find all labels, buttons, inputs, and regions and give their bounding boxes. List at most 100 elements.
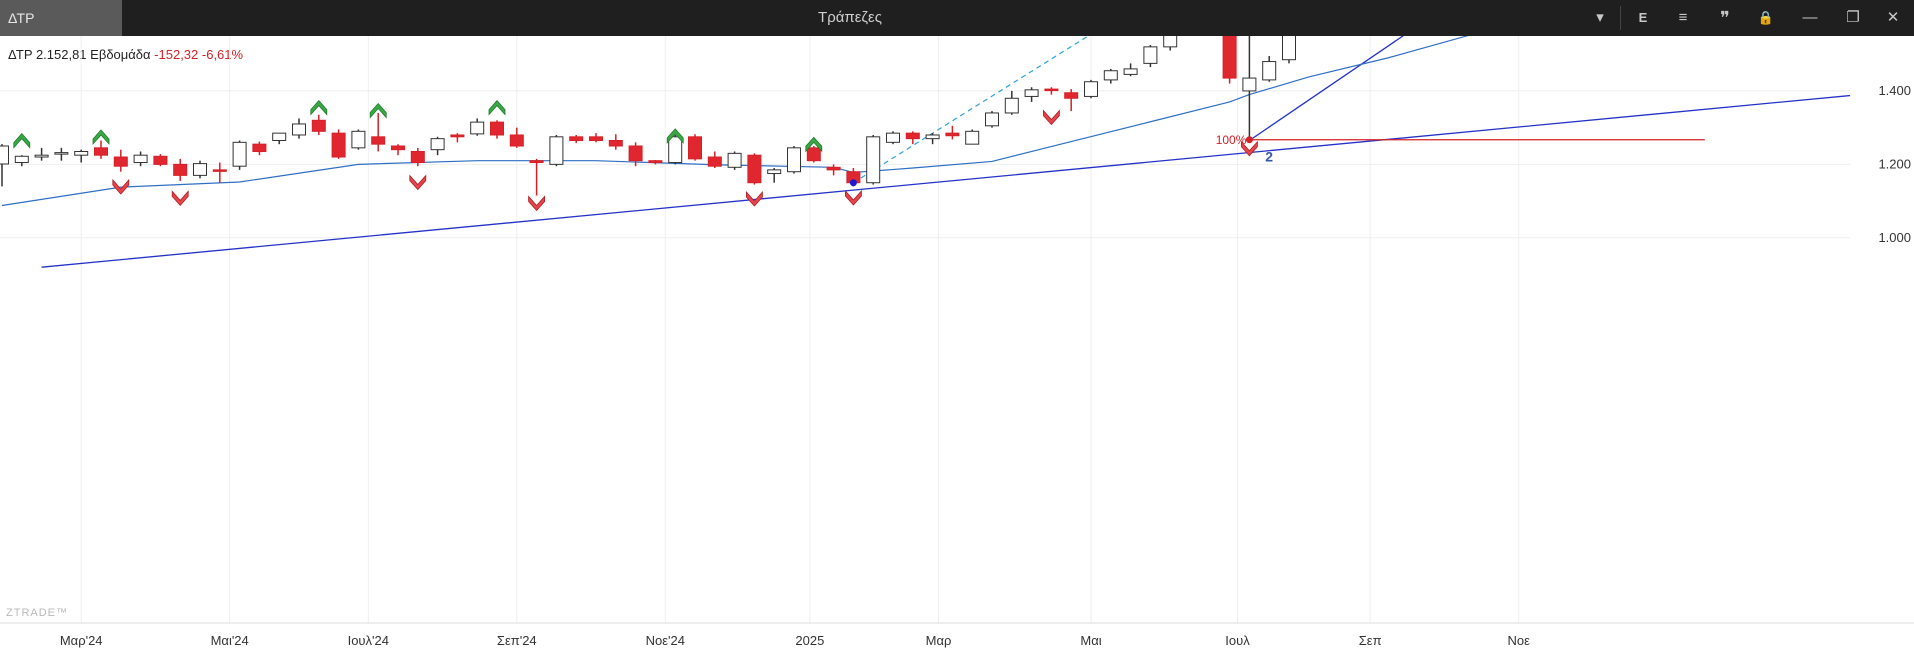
- candle-body: [272, 132, 287, 141]
- candle: [34, 147, 49, 161]
- candle: [54, 147, 69, 161]
- candle-body: [509, 134, 524, 147]
- candle-body: [1123, 68, 1138, 75]
- x-tick-label: Σεπ: [1359, 633, 1382, 648]
- candle: [252, 141, 267, 156]
- quote-icon[interactable]: ❞: [1720, 8, 1730, 28]
- candle-body: [747, 154, 762, 184]
- candle: [311, 114, 326, 135]
- candle-body: [985, 112, 999, 127]
- dropdown-icon[interactable]: ▾: [1596, 9, 1604, 26]
- candle: [74, 149, 89, 163]
- candle: [648, 159, 663, 165]
- candle-body: [252, 143, 267, 153]
- candle-body: [74, 151, 89, 156]
- down-chevron-icon: [528, 195, 545, 212]
- candle: [608, 134, 623, 150]
- down-chevron-icon: [845, 189, 862, 206]
- candle: [866, 134, 881, 185]
- candle-body: [94, 147, 108, 156]
- candle: [925, 133, 940, 145]
- e-button[interactable]: E: [1638, 10, 1648, 25]
- candle-body: [292, 123, 306, 136]
- candle: [945, 125, 960, 140]
- list-menu-icon[interactable]: ≡: [1678, 9, 1688, 26]
- up-chevron-icon: [488, 100, 506, 116]
- candle: [351, 129, 366, 150]
- dashed-projection: [853, 36, 1090, 184]
- candle: [529, 158, 544, 196]
- candle-body: [470, 121, 485, 135]
- candle-body: [1103, 70, 1118, 81]
- x-tick-label: Ιουλ: [1225, 633, 1250, 648]
- candle-body: [965, 130, 980, 145]
- candle-body: [212, 169, 227, 172]
- candle: [589, 133, 603, 143]
- candle: [787, 146, 801, 174]
- x-tick-label: Νοε'24: [646, 633, 685, 648]
- toolbar-divider: [1620, 6, 1621, 30]
- candle: [410, 147, 425, 167]
- candle-body: [1143, 46, 1158, 64]
- price-chart[interactable]: 1.0001.2001.4001.6001.8002.0002.200Μαρ'2…: [0, 36, 1914, 653]
- signal-up-marker: [805, 136, 823, 153]
- candle-body: [608, 139, 623, 147]
- candle: [430, 136, 445, 156]
- candle: [1044, 87, 1059, 95]
- candle-body: [1064, 92, 1079, 99]
- up-chevron-icon: [666, 128, 684, 144]
- candle: [153, 154, 168, 167]
- candle-body: [193, 163, 207, 176]
- up-chevron-icon: [13, 133, 31, 149]
- candle: [391, 144, 405, 156]
- signal-down-marker: [409, 174, 427, 191]
- symbol-tab[interactable]: ΔΤΡ: [0, 0, 122, 36]
- fib-level-label: 100%: [1216, 133, 1247, 147]
- signal-up-marker: [92, 129, 110, 146]
- candle: [94, 140, 108, 159]
- up-chevron-icon: [92, 129, 110, 146]
- x-tick-label: 2025: [795, 633, 824, 648]
- candle: [173, 158, 188, 181]
- x-tick-label: Ιουλ'24: [348, 633, 389, 648]
- candle-body: [1222, 36, 1237, 79]
- candle-body: [153, 155, 168, 165]
- candle-body: [311, 119, 326, 132]
- x-tick-label: Μαρ: [926, 633, 952, 648]
- y-tick-label: 1.000: [1878, 230, 1911, 245]
- x-tick-label: Νοε: [1507, 633, 1530, 648]
- candle: [193, 160, 207, 179]
- candle-body: [34, 154, 49, 158]
- candle: [549, 134, 564, 167]
- close-icon[interactable]: ✕: [1886, 9, 1900, 26]
- down-chevron-icon: [112, 178, 130, 195]
- info-symbol: ΔΤΡ: [8, 47, 33, 62]
- restore-icon[interactable]: ❐: [1846, 9, 1860, 26]
- candle-body: [490, 121, 504, 136]
- signal-down-marker: [845, 189, 862, 206]
- candle: [272, 132, 287, 145]
- candle: [0, 144, 9, 187]
- candle-body: [569, 136, 584, 141]
- window-titlebar: ΔΤΡ Τράπεζες ▾ E ≡ ❞ 🔒 — ❐ ✕: [0, 0, 1914, 36]
- candle: [1024, 87, 1039, 102]
- trendline-steep: [1249, 36, 1405, 142]
- info-price: 2.152,81: [35, 47, 87, 62]
- candle: [1282, 36, 1296, 64]
- candle: [1123, 63, 1138, 77]
- info-period: Εβδομάδα: [90, 47, 151, 62]
- signal-down-marker: [112, 178, 130, 195]
- minimize-icon[interactable]: —: [1802, 9, 1818, 26]
- candle-body: [925, 134, 940, 140]
- candle: [965, 129, 980, 145]
- candle: [1103, 68, 1118, 84]
- plot-area: [0, 36, 1850, 268]
- candle-body: [113, 156, 128, 167]
- down-chevron-icon: [1241, 140, 1258, 157]
- candle: [1242, 36, 1257, 141]
- x-tick-label: Μαι'24: [211, 633, 249, 648]
- candle: [1143, 45, 1158, 68]
- candle: [212, 162, 227, 183]
- lock-icon[interactable]: 🔒: [1757, 10, 1775, 25]
- up-chevron-icon: [369, 102, 387, 119]
